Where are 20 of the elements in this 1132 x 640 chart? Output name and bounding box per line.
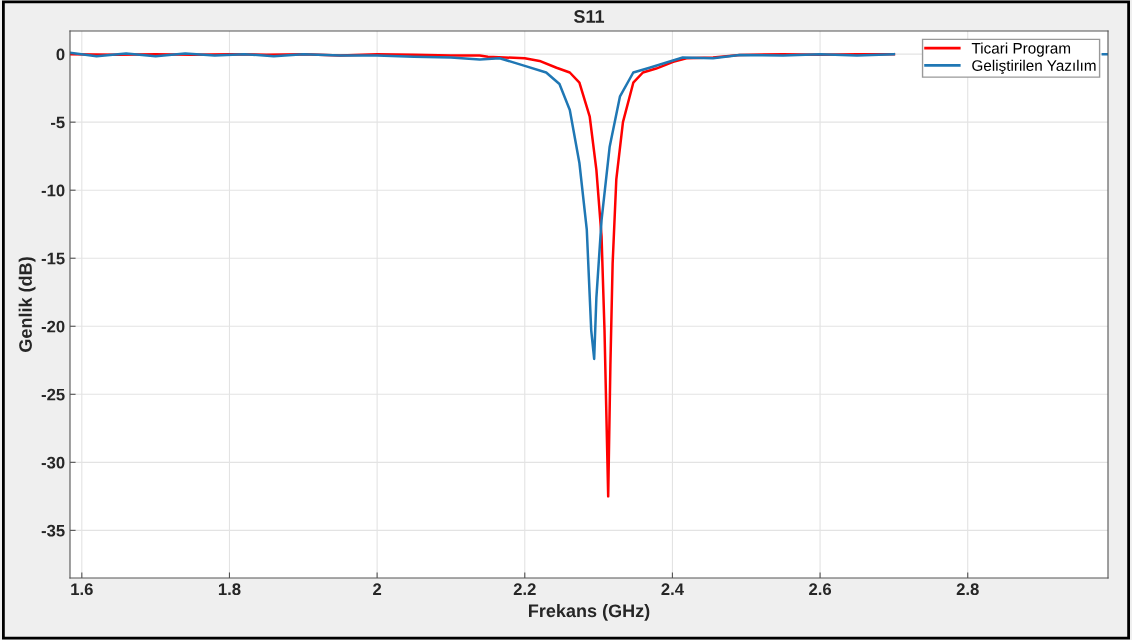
y-tick-label: 0 <box>56 48 65 61</box>
x-tick-label: 1.8 <box>218 583 241 596</box>
x-tick-label: 2 <box>373 583 382 595</box>
x-tick-label: 2.2 <box>513 583 536 595</box>
x-tick-label: 2.4 <box>661 583 684 595</box>
y-tick-label: -15 <box>41 252 65 265</box>
y-tick-label: -35 <box>41 524 65 537</box>
y-axis-title: Genlik (dB) <box>18 257 36 352</box>
legend-label: Ticari Program <box>971 42 1071 57</box>
x-tick-label: 2.6 <box>809 583 832 596</box>
legend-label: Geliştirilen Yazılım <box>972 59 1096 75</box>
chart-title: S11 <box>573 10 605 23</box>
y-tick-label: -5 <box>50 116 65 129</box>
x-axis-title: Frekans (GHz) <box>529 603 650 621</box>
x-tick-label: 2.8 <box>956 583 979 596</box>
x-tick-label: 1.6 <box>71 583 93 596</box>
y-tick-label: -20 <box>41 320 65 333</box>
y-tick-label: -25 <box>41 388 65 401</box>
y-tick-label: -10 <box>41 184 65 197</box>
y-tick-label: -30 <box>41 456 65 469</box>
